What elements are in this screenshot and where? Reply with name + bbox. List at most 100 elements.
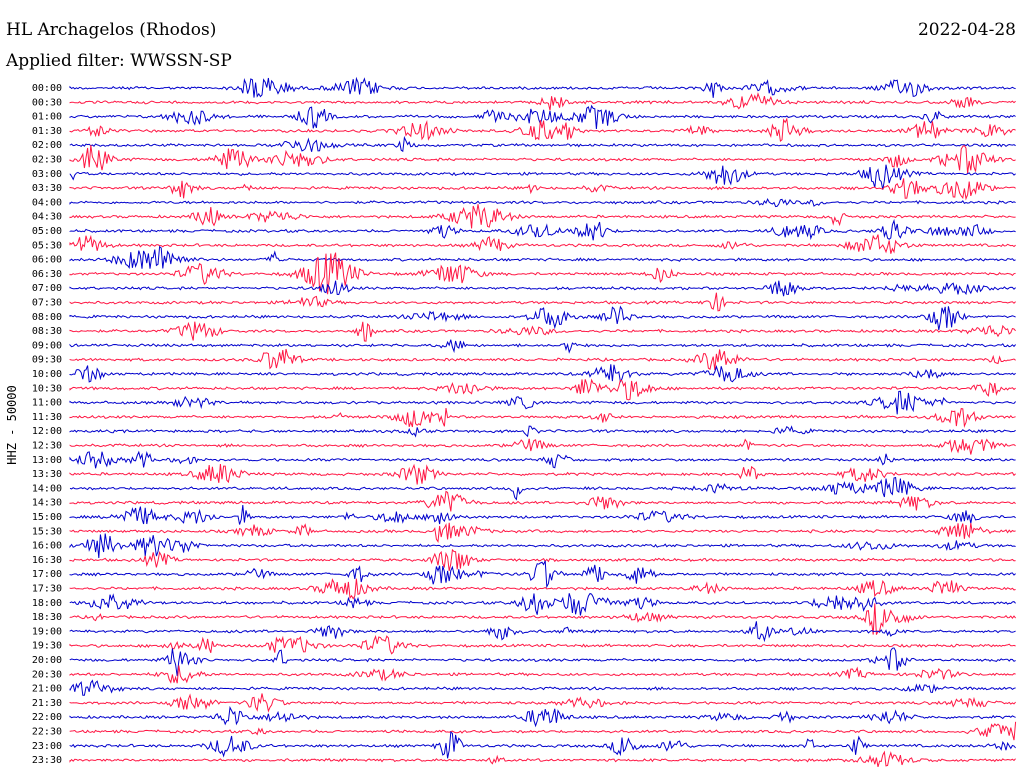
trace-line [69,533,1016,559]
trace-line [69,634,1016,655]
trace-line [69,117,1016,143]
row-time-label: 06:30 [32,269,62,280]
row-time-label: 05:00 [32,226,62,237]
row-time-label: 07:30 [32,298,62,309]
row-time-label: 12:00 [32,426,62,437]
row-time-label: 10:00 [32,369,62,380]
row-time-label: 07:00 [32,283,62,294]
trace-line [69,234,1016,254]
trace-line [69,76,1016,98]
row-time-label: 15:30 [32,526,62,537]
date-label: 2022-04-28 [917,20,1016,40]
row-time-label: 08:30 [32,326,62,337]
row-time-label: 18:30 [32,612,62,623]
trace-line [69,592,1016,616]
trace-line [69,245,1016,269]
row-time-label: 10:30 [32,383,62,394]
row-time-label: 15:00 [32,512,62,523]
trace-line [69,603,1016,635]
trace-line [69,522,1016,544]
trace-line [69,218,1016,241]
row-time-label: 04:00 [32,197,62,208]
row-time-label: 02:30 [32,155,62,166]
row-time-label: 22:30 [32,727,62,738]
row-time-label: 18:00 [32,598,62,609]
row-time-label: 13:30 [32,469,62,480]
trace-line [69,378,1016,401]
row-time-label: 01:30 [32,126,62,137]
station-title: HL Archagelos (Rhodos) [6,20,217,40]
trace-line [69,731,1016,759]
row-time-label: 20:00 [32,655,62,666]
trace-line [69,476,1016,501]
trace-line [69,339,1016,354]
trace-line [69,144,1016,174]
row-time-label: 20:30 [32,669,62,680]
trace-line [69,390,1016,415]
row-time-label: 06:00 [32,255,62,266]
trace-line [69,548,1016,572]
trace-line [69,450,1016,469]
row-time-label: 13:00 [32,455,62,466]
row-time-label: 12:30 [32,441,62,452]
row-time-label: 03:00 [32,169,62,180]
trace-line [69,504,1016,525]
trace-line [69,621,1016,643]
y-axis-label: HHZ - 50000 [5,385,19,464]
row-time-label: 08:00 [32,312,62,323]
trace-line [69,408,1016,428]
row-time-label: 05:30 [32,240,62,251]
row-time-label: 19:00 [32,626,62,637]
row-time-label: 03:30 [32,183,62,194]
row-time-label: 00:30 [32,97,62,108]
trace-line [69,647,1016,677]
trace-line [69,705,1016,728]
row-time-label: 16:30 [32,555,62,566]
row-time-label: 14:30 [32,498,62,509]
trace-line [69,204,1016,229]
trace-line [69,679,1016,696]
row-time-label: 21:30 [32,698,62,709]
trace-line [69,364,1016,384]
row-time-label: 23:00 [32,741,62,752]
row-time-label: 04:30 [32,212,62,223]
trace-line [69,578,1016,600]
trace-line [69,321,1016,342]
row-time-label: 11:30 [32,412,62,423]
row-time-label: 11:00 [32,398,62,409]
trace-line [69,560,1016,589]
row-time-label: 09:30 [32,355,62,366]
trace-line [69,164,1016,190]
row-time-label: 01:00 [32,112,62,123]
row-time-label: 02:00 [32,140,62,151]
trace-line [69,92,1016,111]
trace-line [69,490,1016,512]
row-time-label: 14:00 [32,483,62,494]
row-time-label: 16:00 [32,541,62,552]
trace-line [69,438,1016,455]
row-time-label: 00:00 [32,83,62,94]
row-time-label: 17:00 [32,569,62,580]
trace-line [69,665,1016,684]
trace-line [69,463,1016,485]
row-time-label: 21:00 [32,684,62,695]
trace-line [69,280,1016,297]
trace-line [69,348,1016,370]
trace-line [69,292,1016,312]
row-time-label: 17:30 [32,584,62,595]
trace-line [69,198,1016,208]
trace-line [69,750,1016,768]
trace-line [69,305,1016,330]
filter-label: Applied filter: WWSSN-SP [6,51,232,71]
row-time-label: 19:30 [32,641,62,652]
trace-line [69,252,1016,295]
row-time-label: 23:30 [32,755,62,766]
trace-line [69,721,1017,741]
row-time-label: 09:00 [32,340,62,351]
row-time-label: 22:00 [32,712,62,723]
trace-line [69,693,1016,713]
trace-line [69,178,1016,201]
trace-line [69,104,1016,130]
trace-line [69,135,1016,153]
